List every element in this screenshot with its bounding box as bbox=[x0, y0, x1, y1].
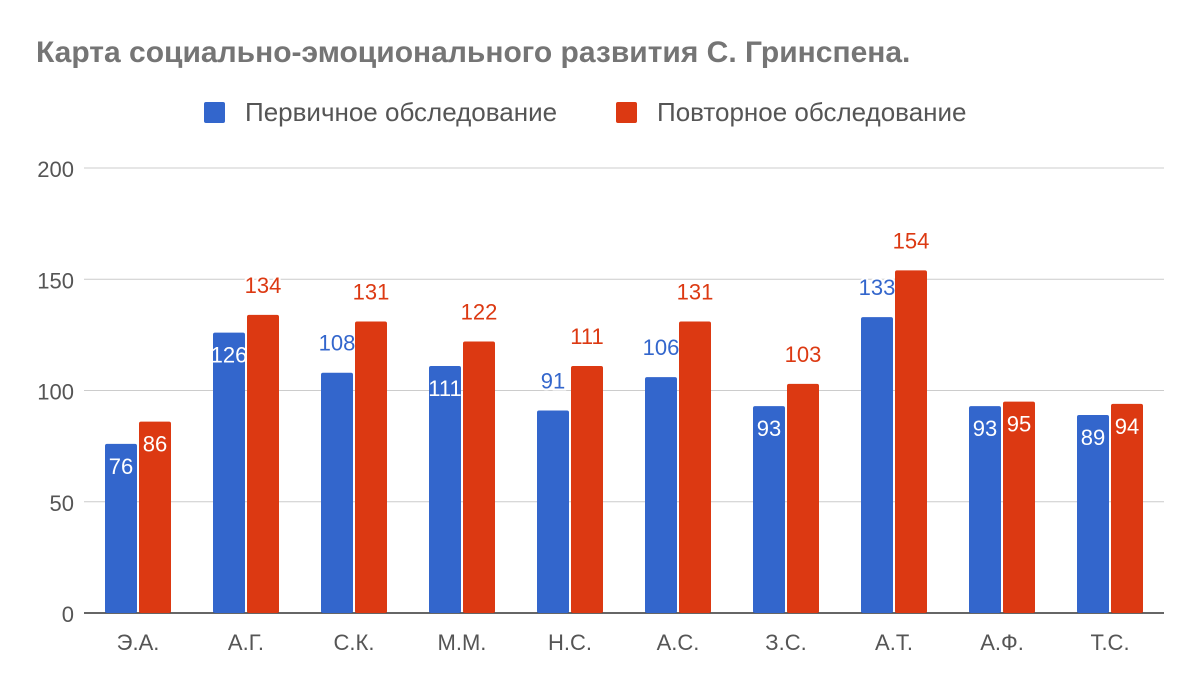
legend-item-primary[interactable]: Первичное обследование bbox=[204, 96, 557, 128]
data-label-primary-8: 133 bbox=[859, 275, 896, 300]
bar-primary-8 bbox=[861, 317, 893, 613]
data-label-primary-6: 106 bbox=[643, 335, 680, 360]
data-label-repeat-1: 86 bbox=[143, 432, 167, 457]
data-label-repeat-7: 103 bbox=[785, 342, 822, 367]
data-label-primary-2: 126 bbox=[211, 343, 248, 368]
x-tick-label-4: М.М. bbox=[438, 630, 487, 655]
bar-primary-1 bbox=[105, 443, 137, 613]
bar-repeat-2 bbox=[247, 314, 279, 613]
bar-repeat-8 bbox=[895, 270, 927, 613]
bar-primary-5 bbox=[537, 410, 569, 613]
chart-title: Карта социально-эмоционального развития … bbox=[36, 36, 911, 69]
bar-repeat-9 bbox=[1003, 401, 1035, 613]
bar-repeat-4 bbox=[463, 341, 495, 613]
x-tick-label-8: А.Т. bbox=[875, 630, 913, 655]
bar-primary-3 bbox=[321, 372, 353, 613]
x-tick-label-7: З.С. bbox=[765, 630, 806, 655]
bar-repeat-1 bbox=[139, 421, 171, 613]
x-tick-label-1: Э.А. bbox=[117, 630, 160, 655]
data-label-primary-1: 76 bbox=[109, 454, 133, 479]
data-label-primary-7: 93 bbox=[757, 416, 781, 441]
y-tick-label-100: 100 bbox=[37, 380, 74, 405]
y-tick-label-0: 0 bbox=[62, 602, 74, 627]
bar-primary-6 bbox=[645, 377, 677, 613]
bar-primary-4 bbox=[429, 366, 461, 613]
x-tick-label-5: Н.С. bbox=[548, 630, 592, 655]
y-tick-label-150: 150 bbox=[37, 268, 74, 293]
x-tick-label-9: А.Ф. bbox=[980, 630, 1024, 655]
bar-primary-9 bbox=[969, 406, 1001, 613]
data-label-repeat-8: 154 bbox=[893, 228, 930, 253]
legend-item-repeat[interactable]: Повторное обследование bbox=[616, 96, 967, 128]
data-label-repeat-5: 111 bbox=[570, 324, 603, 349]
y-tick-label-50: 50 bbox=[50, 491, 74, 516]
x-tick-label-2: А.Г. bbox=[228, 630, 264, 655]
data-label-primary-9: 93 bbox=[973, 416, 997, 441]
x-tick-label-6: А.С. bbox=[657, 630, 700, 655]
x-tick-label-3: С.К. bbox=[334, 630, 375, 655]
bar-repeat-10 bbox=[1111, 403, 1143, 613]
data-label-repeat-10: 94 bbox=[1115, 414, 1139, 439]
x-tick-label-10: Т.С. bbox=[1090, 630, 1129, 655]
legend-swatch-primary bbox=[204, 101, 225, 123]
bar-repeat-6 bbox=[679, 321, 711, 613]
data-label-repeat-2: 134 bbox=[245, 273, 282, 298]
bar-primary-10 bbox=[1077, 414, 1109, 613]
data-label-primary-10: 89 bbox=[1081, 425, 1105, 450]
legend: Первичное обследование Повторное обследо… bbox=[0, 96, 1200, 128]
data-label-repeat-6: 131 bbox=[677, 280, 714, 305]
data-label-primary-5: 91 bbox=[541, 369, 565, 394]
bar-repeat-3 bbox=[355, 321, 387, 613]
legend-label-repeat: Повторное обследование bbox=[657, 96, 967, 127]
data-label-repeat-4: 122 bbox=[461, 300, 498, 325]
legend-label-primary: Первичное обследование bbox=[245, 96, 558, 127]
data-label-repeat-9: 95 bbox=[1007, 412, 1031, 437]
data-label-repeat-3: 131 bbox=[353, 280, 390, 305]
legend-swatch-repeat bbox=[616, 101, 637, 123]
bar-repeat-5 bbox=[571, 366, 603, 613]
data-label-primary-4: 111 bbox=[428, 376, 461, 401]
bar-primary-7 bbox=[753, 406, 785, 613]
bar-repeat-7 bbox=[787, 383, 819, 613]
y-tick-label-200: 200 bbox=[37, 157, 74, 182]
bar-primary-2 bbox=[213, 332, 245, 613]
data-label-primary-3: 108 bbox=[319, 331, 356, 356]
